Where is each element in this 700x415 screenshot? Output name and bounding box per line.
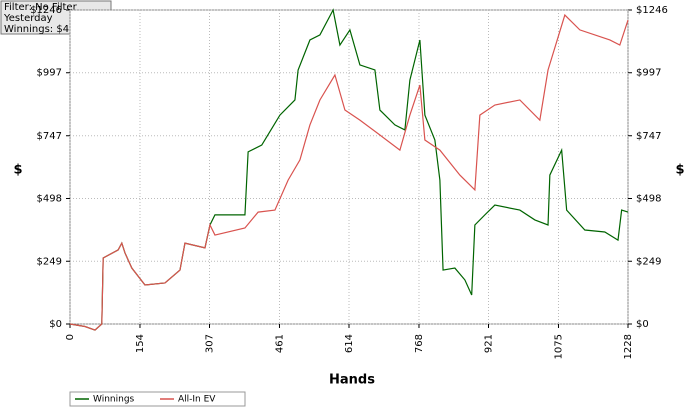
y2-tick-label: $498 (636, 194, 661, 205)
y-tick-label: $1246 (30, 5, 62, 16)
x-tick-label: 921 (484, 334, 495, 353)
filter-text: Yesterday (3, 13, 53, 24)
y2-tick-label: $0 (636, 319, 649, 330)
legend-label: All-In EV (178, 395, 216, 405)
filter-text: Filter: No Filter (4, 2, 78, 13)
y2-tick-label: $997 (636, 68, 661, 79)
x-tick-label: 1228 (623, 334, 634, 359)
y-tick-label: $747 (37, 131, 62, 142)
y2-tick-label: $1246 (636, 5, 668, 16)
series-line (69, 13, 629, 331)
y-tick-label: $249 (37, 256, 62, 267)
y-tick-label: $498 (37, 194, 62, 205)
x-tick-label: 154 (135, 334, 146, 353)
x-axis-label: Hands (329, 373, 375, 388)
x-tick-label: 1075 (553, 334, 564, 359)
x-tick-label: 614 (344, 334, 355, 353)
x-tick-label: 307 (205, 334, 216, 353)
legend (69, 391, 246, 407)
y-axis-label: $ (13, 163, 22, 178)
y2-tick-label: $747 (636, 131, 661, 142)
legend-label: Winnings (93, 395, 135, 405)
x-tick-label: 0 (65, 334, 76, 340)
x-tick-label: 461 (274, 334, 285, 353)
filter-text: Winnings: $424.25 (4, 24, 98, 35)
y-tick-label: $997 (37, 68, 62, 79)
x-tick-label: 768 (414, 334, 425, 353)
y2-axis-label: $ (675, 163, 684, 178)
y-tick-label: $0 (49, 319, 62, 330)
y2-tick-label: $249 (636, 256, 661, 267)
